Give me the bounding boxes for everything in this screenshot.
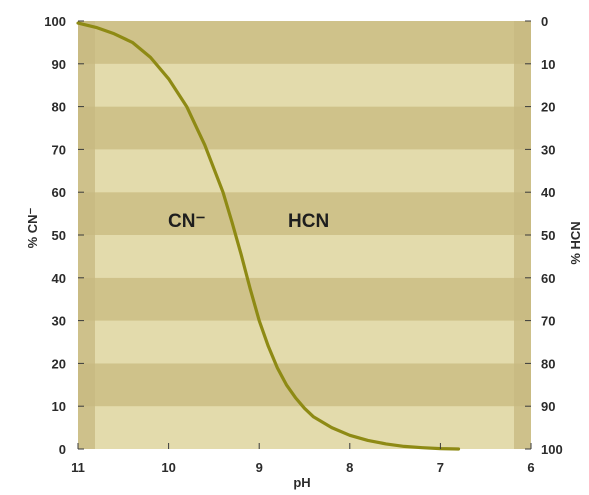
- background-band: [78, 363, 531, 407]
- x-tick-label: 8: [346, 460, 353, 475]
- background-band: [78, 192, 531, 235]
- plot-area: [76, 21, 531, 451]
- y-tick-label-right: 60: [541, 271, 555, 286]
- y-tick-label-left: 50: [52, 228, 66, 243]
- background-band: [78, 106, 531, 150]
- right-edge-strip: [514, 21, 531, 449]
- y-tick-label-right: 40: [541, 185, 555, 200]
- background-band: [78, 21, 531, 64]
- y-tick-label-left: 100: [44, 14, 66, 29]
- background-band: [78, 63, 531, 107]
- y-tick-label-left: 10: [52, 399, 66, 414]
- y-tick-label-left: 60: [52, 185, 66, 200]
- y-tick-label-right: 30: [541, 142, 555, 157]
- background-band: [78, 406, 531, 449]
- x-tick-label: 9: [256, 460, 263, 475]
- y-tick-label-right: 10: [541, 57, 555, 72]
- y-tick-label-left: 20: [52, 356, 66, 371]
- series-line: [76, 21, 461, 451]
- x-axis-label: pH: [293, 475, 310, 490]
- background-band: [78, 320, 531, 364]
- y-tick-label-left: 80: [52, 100, 66, 115]
- y-tick-label-right: 70: [541, 314, 555, 329]
- y-tick-label-right: 50: [541, 228, 555, 243]
- y-tick-label-right: 0: [541, 14, 548, 29]
- background-band: [78, 149, 531, 193]
- annotation-hcn: HCN: [288, 211, 329, 232]
- x-tick-label: 11: [71, 460, 85, 475]
- y-tick-label-right: 100: [541, 442, 563, 457]
- y-tick-label-left: 40: [52, 271, 66, 286]
- x-tick-label: 7: [437, 460, 444, 475]
- y-tick-label-left: 70: [52, 142, 66, 157]
- y-axis-label-right: % HCN: [568, 221, 583, 264]
- y-tick-label-right: 90: [541, 399, 555, 414]
- y-tick-label-left: 0: [59, 442, 66, 457]
- y-tick-label-left: 30: [52, 314, 66, 329]
- x-tick-label: 6: [527, 460, 534, 475]
- y-tick-label-right: 20: [541, 100, 555, 115]
- y-axis-label-left: % CN⁻: [25, 207, 40, 248]
- background-band: [78, 277, 531, 321]
- y-tick-label-left: 90: [52, 57, 66, 72]
- y-tick-label-right: 80: [541, 356, 555, 371]
- tick-labels: 0102030405060708090100100908070605040302…: [44, 14, 562, 475]
- background-band: [78, 235, 531, 278]
- x-tick-label: 10: [161, 460, 175, 475]
- left-edge-strip: [78, 21, 95, 449]
- annotation-cn: CN⁻: [168, 211, 205, 232]
